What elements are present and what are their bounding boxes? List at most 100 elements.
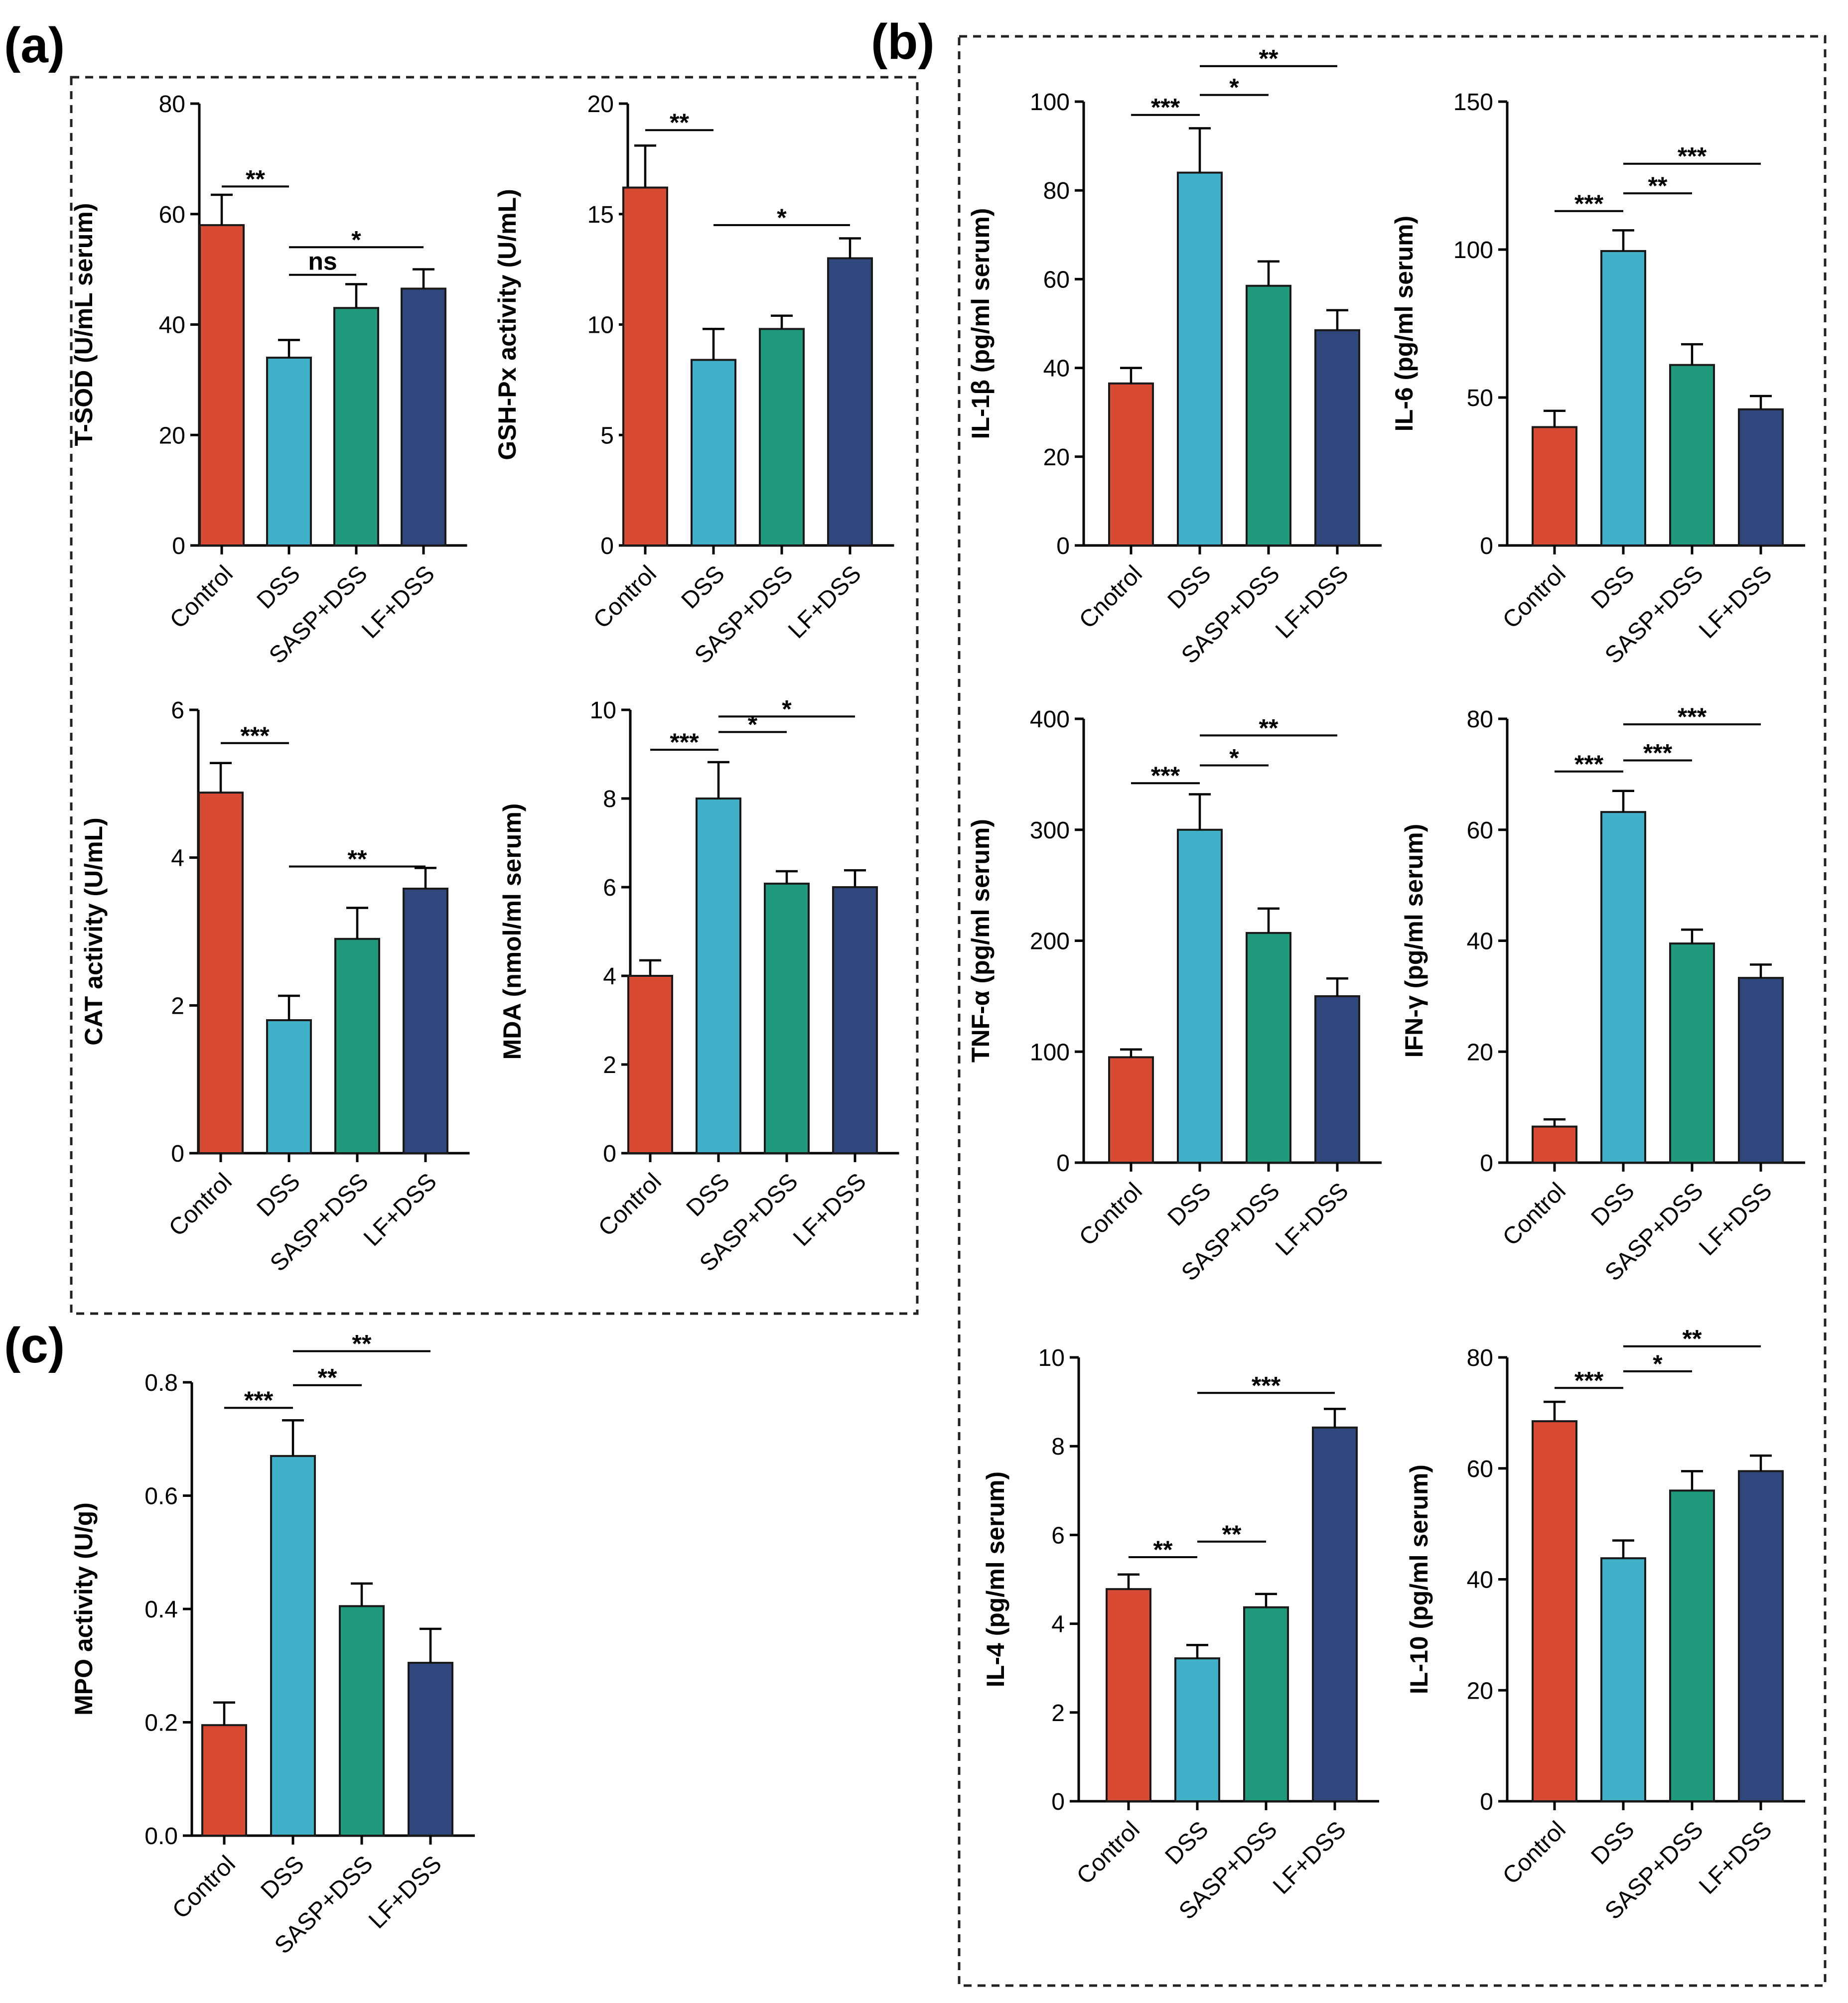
category-label: Control (164, 1168, 237, 1241)
frame-b (958, 35, 1827, 1987)
bar-control (1106, 1588, 1151, 1803)
category-label: Cnotrol (1074, 560, 1147, 634)
bar-cnotrol (1108, 382, 1154, 546)
category-label: DSS (1586, 1178, 1640, 1231)
bar-dss (1600, 250, 1646, 547)
bar-lf-dss (403, 887, 448, 1154)
y-axis-label: TNF-α (pg/ml serum) (967, 819, 995, 1063)
y-tick-label: 60 (159, 202, 185, 228)
category-label: LF+DSS (1271, 1178, 1354, 1261)
y-axis-label: CAT activity (U/mL) (80, 817, 108, 1045)
y-axis-label: T-SOD (U/mL serum) (70, 203, 98, 446)
y-axis-label: IL-4 (pg/ml serum) (982, 1471, 1009, 1687)
y-tick-label: 6 (171, 697, 184, 724)
category-label: DSS (1163, 560, 1216, 614)
y-tick-label: 0 (172, 533, 185, 559)
bar-sasp-dss (1669, 1489, 1715, 1803)
bar-sasp-dss (764, 882, 810, 1154)
bar-lf-dss (827, 257, 873, 546)
category-label: LF+DSS (357, 560, 440, 644)
bar-dss (266, 357, 312, 547)
chart-mpo: 0.0 0.2 0.4 0.6 0.8 MPO activity (U/g) Control… (70, 1330, 475, 1959)
bar-sasp-dss (333, 307, 379, 546)
bar-sasp-dss (1243, 1606, 1289, 1803)
y-tick-label: 100 (1453, 237, 1493, 264)
significance-label: * (1229, 744, 1239, 772)
y-tick-label: 80 (1467, 706, 1493, 733)
y-tick-label: 40 (159, 312, 185, 339)
y-tick-label: 0.8 (144, 1370, 178, 1396)
y-tick-label: 20 (1467, 1678, 1493, 1704)
bar-lf-dss (1314, 329, 1360, 546)
significance-label: * (748, 711, 758, 739)
category-label: Control (1498, 1178, 1571, 1251)
significance-label: ** (1259, 45, 1279, 73)
bar-dss (691, 359, 736, 547)
y-tick-label: 0 (600, 533, 614, 559)
y-tick-label: 2 (171, 993, 184, 1019)
bar-lf-dss (408, 1662, 453, 1837)
chart-tnfa: 0 100 200 300 400 TNF-α (pg/ml serum) Control D… (967, 706, 1382, 1286)
y-tick-label: 6 (1051, 1522, 1065, 1549)
significance-label: * (1229, 74, 1239, 102)
y-tick-label: 10 (587, 312, 614, 339)
significance-label: *** (1678, 142, 1707, 170)
y-tick-label: 0 (1480, 533, 1493, 559)
category-label: Control (1072, 1816, 1145, 1889)
category-label: DSS (1163, 1178, 1216, 1231)
significance-label: * (1653, 1350, 1663, 1378)
significance-label: ** (1222, 1520, 1242, 1548)
category-label: DSS (252, 1168, 305, 1221)
significance-label: *** (244, 1386, 274, 1414)
category-label: LF+DSS (1271, 560, 1354, 644)
y-axis-label: MPO activity (U/g) (70, 1502, 98, 1716)
y-tick-label: 4 (603, 963, 616, 990)
y-tick-label: 100 (1030, 1039, 1070, 1066)
category-label: LF+DSS (788, 1168, 871, 1251)
y-tick-label: 0 (171, 1141, 184, 1167)
category-label: Control (1498, 560, 1571, 634)
y-axis-label: MDA (nmol/ml serum) (498, 803, 526, 1060)
bar-sasp-dss (1669, 942, 1715, 1164)
y-axis-label: IL-1β (pg/ml serum) (967, 208, 995, 439)
bar-lf-dss (1312, 1426, 1358, 1803)
significance-label: *** (1678, 703, 1707, 731)
y-tick-label: 300 (1030, 817, 1070, 844)
chart-il1b: 0 20 40 60 80 100 IL-1β (pg/ml serum) Cnotrol DS… (967, 45, 1382, 669)
significance-label: ** (318, 1364, 337, 1392)
y-tick-label: 0 (1056, 533, 1070, 559)
y-tick-label: 0.2 (144, 1710, 178, 1736)
category-label: LF+DSS (1694, 1816, 1777, 1899)
bar-lf-dss (1738, 408, 1784, 546)
bar-sasp-dss (334, 937, 380, 1155)
panel-label-b: (b) (871, 14, 935, 70)
category-label: LF+DSS (1694, 560, 1777, 644)
panel-label-a: (a) (4, 17, 65, 73)
bar-control (627, 975, 673, 1154)
y-tick-label: 0 (1480, 1789, 1493, 1815)
y-axis-label: IFN-γ (pg/ml serum) (1400, 824, 1428, 1058)
y-tick-label: 10 (1038, 1345, 1065, 1371)
significance-label: *** (1151, 762, 1180, 790)
bar-control (201, 1724, 247, 1837)
y-axis-label: IL-6 (pg/ml serum) (1390, 216, 1418, 431)
y-tick-label: 0 (603, 1141, 616, 1167)
significance-label: ** (1683, 1325, 1702, 1353)
bar-dss (696, 798, 741, 1154)
bar-dss (1177, 828, 1223, 1164)
y-tick-label: 80 (1467, 1345, 1493, 1371)
y-tick-label: 20 (1467, 1039, 1493, 1066)
category-label: LF+DSS (1268, 1816, 1351, 1899)
y-tick-label: 5 (600, 422, 614, 449)
category-label: Control (165, 560, 238, 634)
y-tick-label: 20 (587, 91, 614, 118)
significance-label: *** (1643, 739, 1673, 767)
significance-label: *** (670, 728, 699, 756)
y-tick-label: 40 (1467, 1567, 1493, 1594)
category-label: DSS (682, 1168, 735, 1221)
bar-dss (266, 1019, 312, 1154)
significance-label: ** (1259, 714, 1279, 742)
